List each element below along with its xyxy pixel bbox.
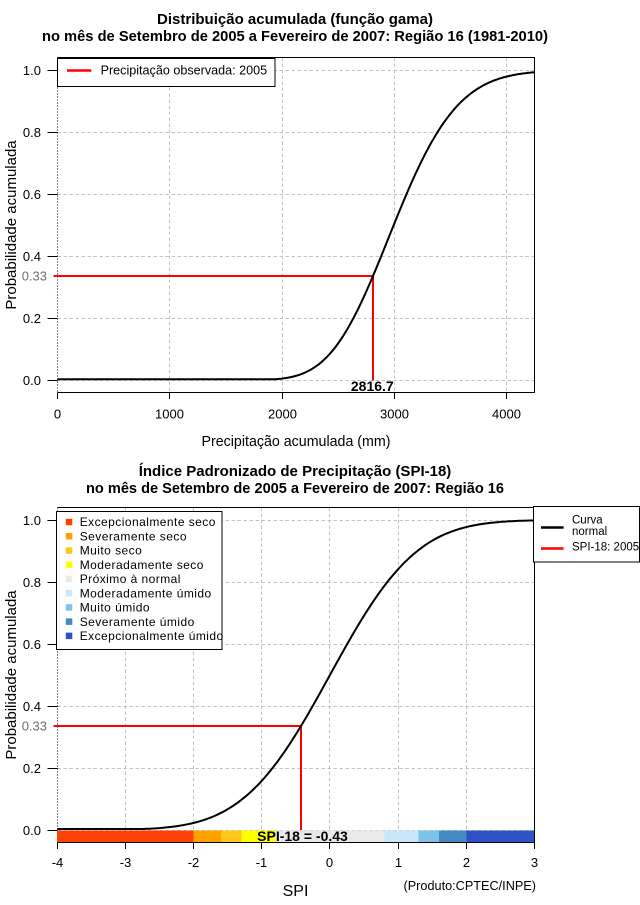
svg-text:-1: -1 bbox=[256, 855, 268, 870]
svg-text:Severamente seco: Severamente seco bbox=[80, 529, 187, 543]
svg-text:2000: 2000 bbox=[268, 407, 297, 422]
svg-text:Índice Padronizado de Precipit: Índice Padronizado de Precipitação (SPI-… bbox=[139, 463, 452, 480]
svg-text:Curva: Curva bbox=[572, 514, 603, 526]
svg-text:SPI-18: 2005: SPI-18: 2005 bbox=[572, 541, 639, 553]
svg-text:0.4: 0.4 bbox=[23, 699, 41, 714]
svg-text:Precipitação observada: 2005: Precipitação observada: 2005 bbox=[101, 64, 268, 78]
svg-text:0.2: 0.2 bbox=[23, 761, 41, 776]
svg-text:3000: 3000 bbox=[380, 407, 409, 422]
svg-text:(Produto:CPTEC/INPE): (Produto:CPTEC/INPE) bbox=[404, 878, 537, 893]
svg-text:-2: -2 bbox=[188, 855, 200, 870]
svg-text:2: 2 bbox=[463, 855, 470, 870]
svg-text:0.0: 0.0 bbox=[23, 823, 41, 838]
svg-text:normal: normal bbox=[572, 526, 607, 538]
svg-text:0.33: 0.33 bbox=[22, 719, 47, 734]
svg-text:2816.7: 2816.7 bbox=[351, 378, 394, 394]
svg-text:no mês de Setembro de 2005 a F: no mês de Setembro de 2005 a Fevereiro d… bbox=[42, 28, 548, 45]
svg-text:Muito seco: Muito seco bbox=[80, 544, 143, 558]
svg-text:0.2: 0.2 bbox=[23, 311, 41, 326]
svg-text:0.0: 0.0 bbox=[23, 373, 41, 388]
svg-text:no mês de Setembro de 2005 a F: no mês de Setembro de 2005 a Fevereiro d… bbox=[86, 480, 504, 497]
svg-text:Excepcionalmente seco: Excepcionalmente seco bbox=[80, 515, 216, 529]
svg-text:-3: -3 bbox=[120, 855, 132, 870]
svg-text:1: 1 bbox=[395, 855, 402, 870]
svg-text:Próximo à normal: Próximo à normal bbox=[80, 572, 181, 586]
svg-text:4000: 4000 bbox=[492, 407, 521, 422]
svg-text:0.6: 0.6 bbox=[23, 187, 41, 202]
svg-text:SPI: SPI bbox=[283, 883, 309, 900]
svg-text:0.8: 0.8 bbox=[23, 125, 41, 140]
svg-text:0: 0 bbox=[326, 855, 333, 870]
svg-text:0: 0 bbox=[54, 407, 61, 422]
svg-text:1.0: 1.0 bbox=[23, 63, 41, 78]
svg-text:Severamente úmido: Severamente úmido bbox=[80, 615, 195, 629]
svg-text:SPI-18 = -0.43: SPI-18 = -0.43 bbox=[257, 828, 348, 844]
svg-text:1000: 1000 bbox=[155, 407, 184, 422]
svg-text:Precipitação acumulada (mm): Precipitação acumulada (mm) bbox=[202, 433, 391, 450]
svg-text:1.0: 1.0 bbox=[23, 513, 41, 528]
svg-text:Moderadamente úmido: Moderadamente úmido bbox=[80, 586, 212, 600]
svg-text:-4: -4 bbox=[52, 855, 64, 870]
svg-text:0.8: 0.8 bbox=[23, 575, 41, 590]
svg-text:0.33: 0.33 bbox=[22, 269, 47, 284]
svg-text:0.4: 0.4 bbox=[23, 249, 41, 264]
svg-text:Distribuição acumulada (função: Distribuição acumulada (função gama) bbox=[157, 11, 433, 28]
svg-text:Moderadamente seco: Moderadamente seco bbox=[80, 558, 204, 572]
svg-text:3: 3 bbox=[531, 855, 538, 870]
svg-text:0.6: 0.6 bbox=[23, 637, 41, 652]
svg-text:Muito úmido: Muito úmido bbox=[80, 601, 150, 615]
svg-text:Probabilidade acumulada: Probabilidade acumulada bbox=[3, 140, 20, 310]
svg-text:Excepcionalmente úmido: Excepcionalmente úmido bbox=[80, 629, 224, 643]
svg-text:Probabilidade acumulada: Probabilidade acumulada bbox=[3, 590, 20, 760]
